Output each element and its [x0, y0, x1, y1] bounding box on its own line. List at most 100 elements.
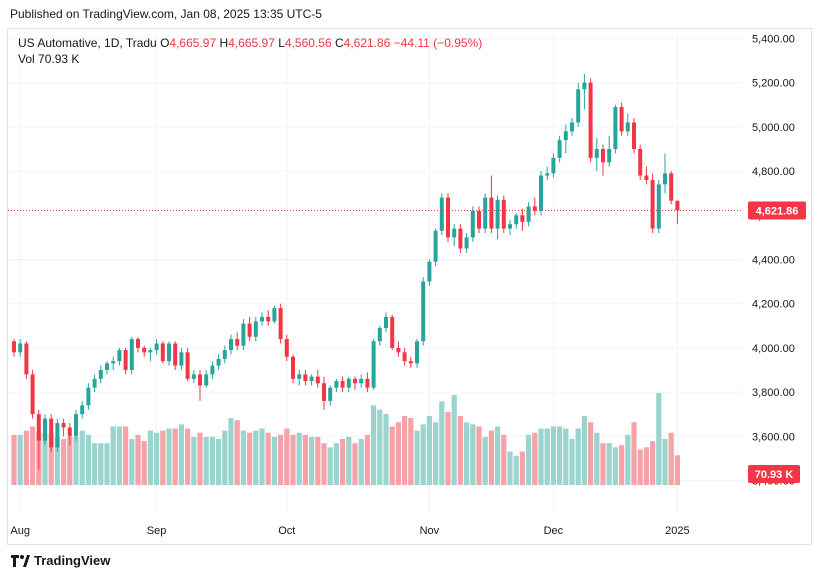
low-value: 4,560.56 — [284, 36, 332, 50]
candle-body — [520, 215, 525, 222]
volume-legend: Vol 70.93 K — [18, 52, 79, 66]
candle-body — [489, 197, 494, 229]
volume-bar — [526, 434, 532, 485]
candle-body — [669, 173, 674, 201]
candle-body — [247, 323, 252, 337]
candle-body — [241, 323, 246, 346]
volume-bar — [284, 428, 290, 485]
candle-body — [105, 363, 109, 370]
volume-bar — [383, 413, 389, 485]
candle-body — [253, 321, 258, 337]
candle-body — [136, 339, 140, 348]
volume-bar — [321, 443, 327, 485]
candle-body — [142, 347, 147, 353]
volume-bar — [315, 436, 321, 485]
volume-bar — [619, 445, 625, 485]
volume-bar — [371, 405, 377, 485]
candle-body — [396, 347, 401, 353]
volume-bar — [178, 424, 184, 485]
candle-body — [191, 374, 196, 379]
candle-body — [433, 230, 438, 262]
volume-bar — [581, 416, 587, 485]
candle-body — [67, 427, 72, 437]
candle-body — [371, 341, 376, 388]
volume-bar — [333, 443, 339, 485]
candle-body — [582, 82, 587, 90]
tradingview-footer[interactable]: TradingView — [10, 553, 110, 568]
low-key: L — [278, 36, 285, 50]
volume-bar — [588, 422, 594, 485]
volume-bar — [240, 430, 246, 485]
volume-bar — [296, 432, 302, 485]
candle-body — [43, 418, 47, 441]
price-markers: 4,621.86 70.93 K — [8, 201, 806, 483]
candle-body — [514, 215, 519, 225]
candle-body — [74, 414, 78, 437]
volume-bar — [569, 439, 575, 485]
candle-body — [421, 281, 426, 342]
candle-body — [272, 308, 277, 322]
volume-key: Vol — [18, 52, 35, 66]
volume-bar — [550, 426, 556, 485]
volume-bar — [395, 422, 401, 485]
candle-body — [402, 352, 407, 362]
candle-body — [328, 387, 333, 401]
price-tick-label: 3,600.00 — [752, 431, 795, 443]
candle-body — [495, 199, 500, 229]
volume-bar — [185, 428, 191, 485]
candle-body — [334, 381, 339, 388]
candle-body — [539, 175, 543, 211]
candle-body — [235, 339, 240, 346]
volume-bar — [98, 443, 104, 485]
candle-body — [675, 200, 680, 211]
volume-bar — [662, 439, 668, 485]
candle-body — [167, 343, 171, 362]
volume-bar — [451, 395, 457, 485]
volume-bar — [67, 436, 73, 485]
time-tick-label: Nov — [420, 525, 440, 537]
candle-body — [656, 184, 661, 229]
volume-bar — [408, 418, 414, 485]
volume-bar — [532, 432, 538, 485]
price-tick-label: 4,000.00 — [752, 343, 795, 355]
volume-bar — [358, 439, 364, 485]
candle-body — [216, 358, 221, 366]
high-key: H — [219, 36, 229, 50]
candle-body — [92, 378, 97, 388]
volume-bar — [600, 443, 606, 485]
candle-body — [359, 378, 364, 384]
volume-bar — [420, 424, 426, 485]
candle-body — [545, 173, 550, 176]
volume-bar — [11, 434, 17, 485]
time-tick-label: Oct — [278, 525, 295, 537]
candle-body — [452, 228, 457, 238]
volume-bar — [302, 434, 308, 485]
candle-body — [439, 197, 444, 231]
volume-bar — [674, 455, 680, 485]
candle-body — [458, 228, 463, 249]
price-tick-label: 4,400.00 — [752, 255, 795, 267]
volume-bar — [271, 436, 277, 485]
volume-bar — [476, 426, 482, 485]
volume-bar — [612, 447, 618, 485]
volume-bar — [123, 426, 129, 485]
volume-bars — [11, 393, 680, 485]
candle-body — [601, 149, 605, 163]
change-value: −44.11 (−0.95%) — [393, 36, 483, 50]
candle-body — [446, 197, 450, 238]
volume-bar — [147, 430, 153, 485]
candle-body — [644, 175, 649, 180]
volume-bar — [129, 439, 135, 485]
candle-body — [98, 370, 103, 379]
volume-bar — [253, 430, 259, 485]
candle-body — [340, 381, 345, 388]
volume-bar — [228, 418, 234, 485]
candle-body — [266, 316, 271, 322]
volume-bar — [625, 434, 631, 485]
candle-body — [557, 140, 562, 158]
volume-bar — [92, 443, 98, 485]
volume-bar — [203, 436, 209, 485]
last-price-badge — [748, 201, 806, 220]
candle-body — [632, 122, 636, 149]
